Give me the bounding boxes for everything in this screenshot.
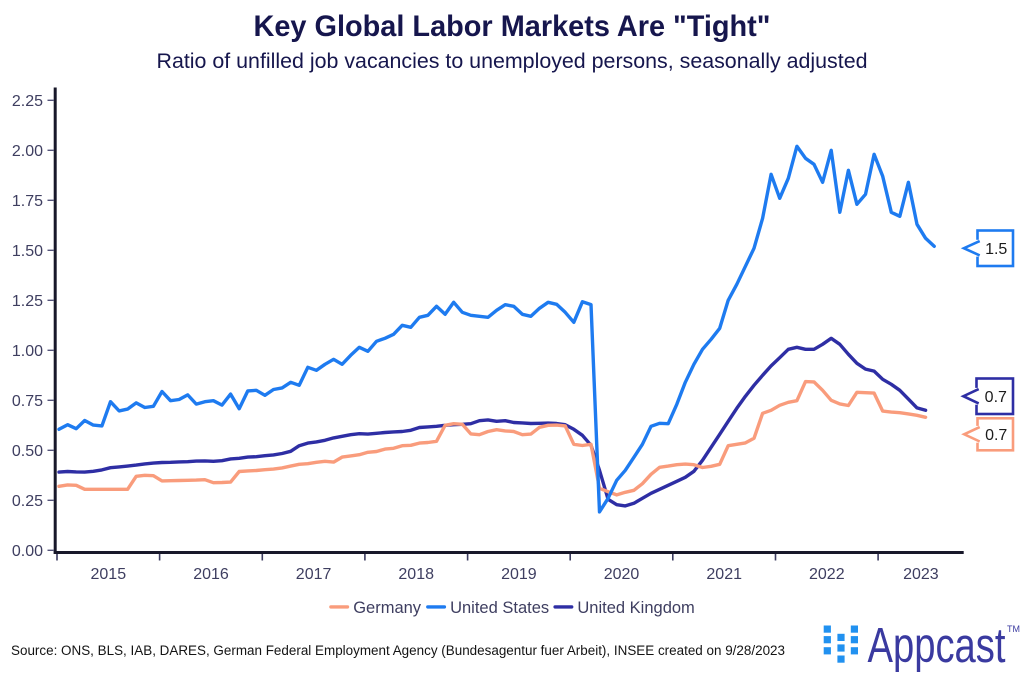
svg-text:2017: 2017 xyxy=(296,566,332,583)
svg-text:United Kingdom: United Kingdom xyxy=(577,599,694,617)
svg-text:2015: 2015 xyxy=(91,566,127,583)
svg-text:Ratio of unfilled job vacancie: Ratio of unfilled job vacancies to unemp… xyxy=(157,50,868,73)
svg-text:0.7: 0.7 xyxy=(985,389,1007,406)
svg-text:0.00: 0.00 xyxy=(12,543,43,560)
svg-text:2022: 2022 xyxy=(809,566,845,583)
svg-text:United States: United States xyxy=(450,599,549,617)
svg-text:1.75: 1.75 xyxy=(12,193,43,210)
svg-text:0.75: 0.75 xyxy=(12,393,43,410)
svg-text:2020: 2020 xyxy=(604,566,640,583)
svg-text:2018: 2018 xyxy=(398,566,434,583)
svg-text:2021: 2021 xyxy=(706,566,742,583)
svg-text:1.5: 1.5 xyxy=(985,241,1007,258)
svg-text:1.00: 1.00 xyxy=(12,343,43,360)
svg-text:0.7: 0.7 xyxy=(985,427,1007,444)
svg-text:TM: TM xyxy=(1007,624,1020,634)
svg-text:Germany: Germany xyxy=(353,599,422,617)
svg-text:2023: 2023 xyxy=(903,566,939,583)
svg-text:2.25: 2.25 xyxy=(12,93,43,110)
svg-text:Key Global Labor Markets Are ": Key Global Labor Markets Are "Tight" xyxy=(254,10,771,43)
svg-text:2019: 2019 xyxy=(501,566,537,583)
svg-text:0.50: 0.50 xyxy=(12,443,43,460)
svg-text:0.25: 0.25 xyxy=(12,493,43,510)
svg-text:2016: 2016 xyxy=(193,566,229,583)
svg-text:Appcast: Appcast xyxy=(868,619,1006,673)
svg-text:Source: ONS, BLS, IAB, DARES,: Source: ONS, BLS, IAB, DARES, German Fed… xyxy=(11,643,785,658)
svg-text:2.00: 2.00 xyxy=(12,143,43,160)
svg-text:1.50: 1.50 xyxy=(12,243,43,260)
svg-text:1.25: 1.25 xyxy=(12,293,43,310)
